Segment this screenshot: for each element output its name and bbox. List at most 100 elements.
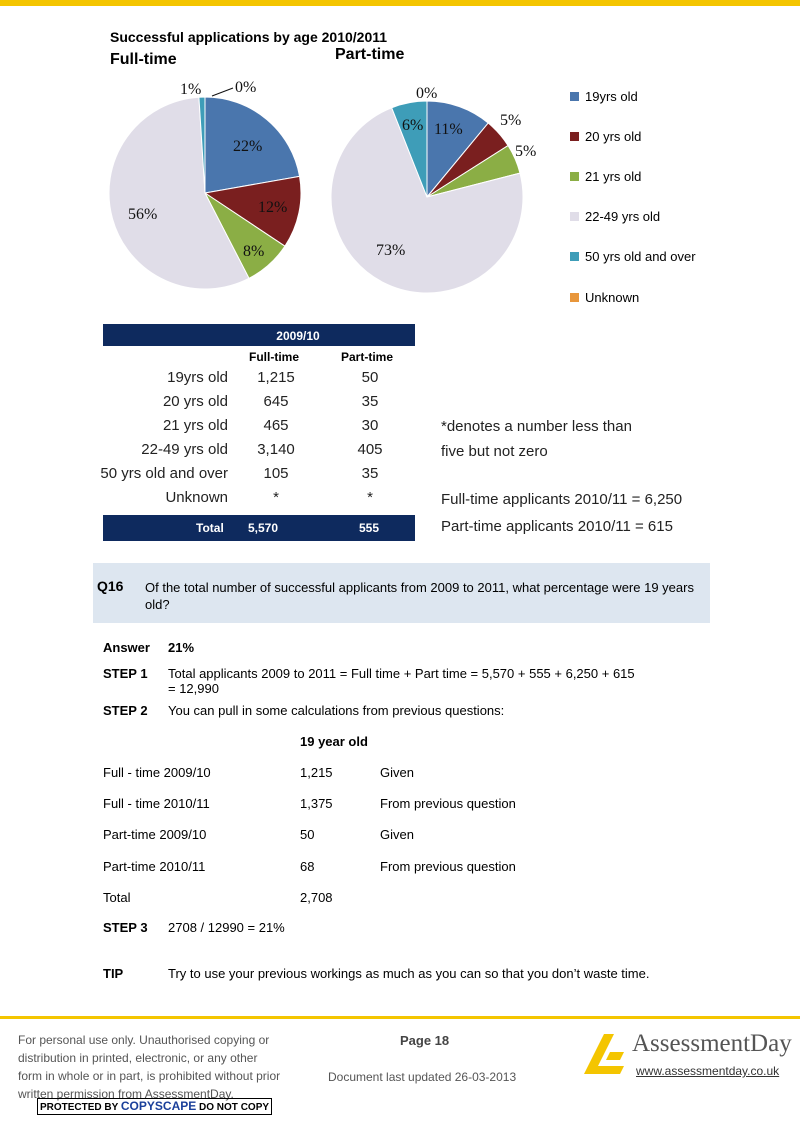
table-total-bar: Total 5,570 555 [103, 515, 415, 541]
legend-label: 22-49 yrs old [585, 209, 661, 225]
calc-label: Full - time 2009/10 [103, 765, 211, 780]
asterisk-note-line1: *denotes a number less than [441, 418, 632, 435]
row-label: 19yrs old [167, 369, 228, 386]
column-header-part-time: Part-time [341, 350, 394, 364]
last-updated: Document last updated 26-03-2013 [328, 1070, 517, 1084]
row-part-time: 405 [357, 441, 383, 458]
row-label: 22-49 yrs old [141, 441, 228, 458]
row-label: 50 yrs old and over [100, 465, 228, 482]
table-row: 19yrs old 1,215 50 [0, 369, 420, 393]
row-label: Unknown [165, 489, 228, 506]
question-box [93, 563, 710, 623]
ft-unknown-leader [211, 87, 234, 97]
table-title: 2009/10 [276, 329, 320, 343]
tip-text: Try to use your previous workings as muc… [168, 966, 650, 981]
pt-label-unknown: 0% [416, 85, 437, 102]
step3-label: STEP 3 [103, 920, 148, 935]
calc-label: Part-time 2009/10 [103, 827, 207, 842]
legend-label: 21 yrs old [585, 168, 642, 184]
table-row: Unknown * * [0, 489, 420, 513]
answer-value: 21% [168, 640, 195, 655]
legend-swatch [570, 171, 579, 181]
assessmentday-logo-icon [584, 1034, 624, 1074]
row-label: 21 yrs old [162, 417, 228, 434]
row-full-time: 105 [263, 465, 289, 482]
legend-swatch [570, 131, 579, 141]
legend-label: 19yrs old [585, 88, 638, 104]
legend-label: 50 yrs old and over [585, 249, 696, 265]
step2-label: STEP 2 [103, 703, 148, 718]
legend-item: 19yrs old [570, 76, 696, 116]
table-row: 20 yrs old 645 35 [0, 393, 420, 417]
pie-slice-22-49-yrs-old [108, 96, 250, 290]
legend-label: Unknown [585, 289, 640, 305]
row-part-time: 35 [361, 393, 379, 410]
calc-value: 1,215 [300, 765, 333, 780]
calc-label: Total [103, 890, 131, 905]
copyscape-badge[interactable]: PROTECTED BY COPYSCAPE DO NOT COPY [37, 1098, 272, 1115]
calc-header: 19 year old [300, 734, 368, 749]
pt-label-20: 5% [500, 112, 521, 129]
pie-slice-50-yrs-old-and-over [198, 96, 206, 194]
row-full-time: 465 [263, 417, 289, 434]
part-time-chart-label: Part-time [335, 46, 405, 63]
step1-line1: Total applicants 2009 to 2011 = Full tim… [168, 666, 635, 681]
full-time-chart-label: Full-time [110, 51, 177, 68]
column-header-full-time: Full-time [249, 350, 299, 364]
ft-label-21: 8% [243, 243, 264, 260]
step3-text: 2708 / 12990 = 21% [168, 920, 285, 935]
brand-url-link[interactable]: www.assessmentday.co.uk [636, 1064, 780, 1078]
step1-label: STEP 1 [103, 666, 148, 681]
question-text: Of the total number of successful applic… [145, 580, 694, 612]
pt-label-21: 5% [515, 143, 536, 160]
pt-label-22-49: 73% [376, 242, 405, 259]
total-part-time: 555 [359, 521, 380, 535]
brand-name: AssessmentDay [632, 1030, 792, 1057]
pie-slice-20-yrs-old [203, 175, 302, 247]
row-full-time: * [273, 489, 279, 506]
calc-note: From previous question [380, 796, 516, 811]
calc-value: 68 [300, 859, 315, 874]
row-full-time: 3,140 [257, 441, 295, 458]
legend-swatch [570, 91, 579, 101]
table-row: 50 yrs old and over 105 35 [0, 465, 420, 489]
legend-item: 50 yrs old and over [570, 237, 696, 277]
calc-value: 2,708 [300, 890, 333, 905]
ft-label-20: 12% [258, 199, 287, 216]
row-part-time: 50 [361, 369, 379, 386]
calc-row: Full - time 2009/10 1,215 Given [103, 765, 603, 783]
page-number: Page 18 [400, 1033, 450, 1048]
total-label: Total [196, 521, 224, 535]
step1-line2: = 12,990 [168, 681, 219, 696]
legend-swatch [570, 212, 579, 222]
legend-item: Unknown [570, 277, 696, 317]
ft-label-19: 22% [233, 138, 262, 155]
table-row: 21 yrs old 465 30 [0, 417, 420, 441]
copyscape-pre: PROTECTED BY [39, 1102, 119, 1113]
pie-slice-19yrs-old [204, 96, 301, 194]
legend-swatch [570, 252, 579, 262]
step2-text: You can pull in some calculations from p… [168, 703, 505, 718]
row-full-time: 1,215 [257, 369, 295, 386]
calc-value: 50 [300, 827, 315, 842]
footer-disclaimer: For personal use only. Unauthorised copy… [18, 1033, 281, 1101]
pie-charts: 22% 12% 8% 56% 1% 0% 11% 5% 5% 73% 6% 0% [108, 79, 536, 294]
top-accent-bar [0, 0, 800, 6]
legend-item: 20 yrs old [570, 116, 696, 156]
pie-slice-50-yrs-old-and-over [391, 100, 428, 198]
tip-label: TIP [103, 966, 124, 981]
pie-slice-19yrs-old [426, 100, 489, 199]
table-header-bar: 2009/10 [103, 324, 415, 346]
part-time-pie [330, 100, 524, 294]
legend-item: 22-49 yrs old [570, 197, 696, 237]
part-time-2011-note: Part-time applicants 2010/11 = 615 [441, 518, 673, 535]
answer-label: Answer [103, 640, 150, 655]
calc-row: Total 2,708 [103, 890, 603, 908]
calc-label: Full - time 2010/11 [103, 796, 210, 811]
question-number: Q16 [97, 578, 124, 594]
calc-row: Full - time 2010/11 1,375 From previous … [103, 796, 603, 814]
chart-legend: 19yrs old 20 yrs old 21 yrs old 22-49 yr… [570, 76, 696, 317]
calc-value: 1,375 [300, 796, 333, 811]
row-part-time: 30 [361, 417, 379, 434]
calc-row: Part-time 2010/11 68 From previous quest… [103, 859, 603, 877]
